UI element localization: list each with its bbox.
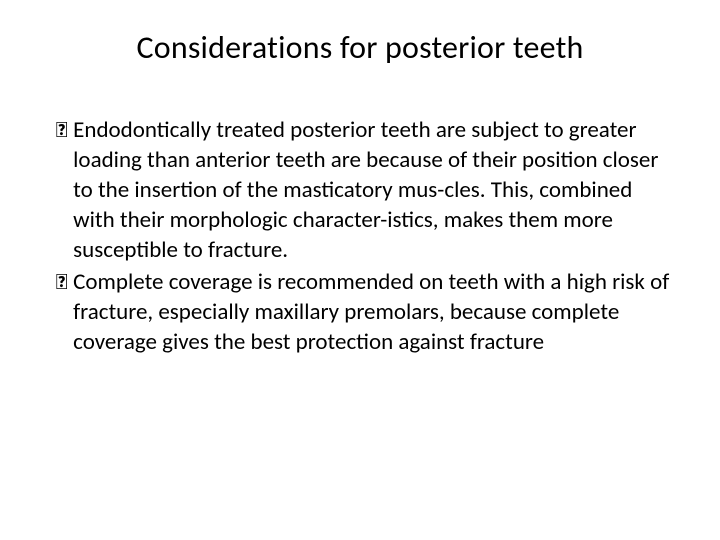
slide-title: Considerations for posterior teeth [50, 28, 670, 67]
bullet-marker-icon:  [56, 115, 67, 145]
bullet-text: Endodontically treated posterior teeth a… [73, 115, 670, 265]
slide: Considerations for posterior teeth  End… [0, 0, 720, 540]
slide-body:  Endodontically treated posterior teeth… [50, 115, 670, 357]
bullet-marker-icon:  [56, 267, 67, 297]
bullet-text: Complete coverage is recommended on teet… [73, 267, 670, 357]
bullet-item:  Endodontically treated posterior teeth… [56, 115, 670, 265]
bullet-item:  Complete coverage is recommended on te… [56, 267, 670, 357]
